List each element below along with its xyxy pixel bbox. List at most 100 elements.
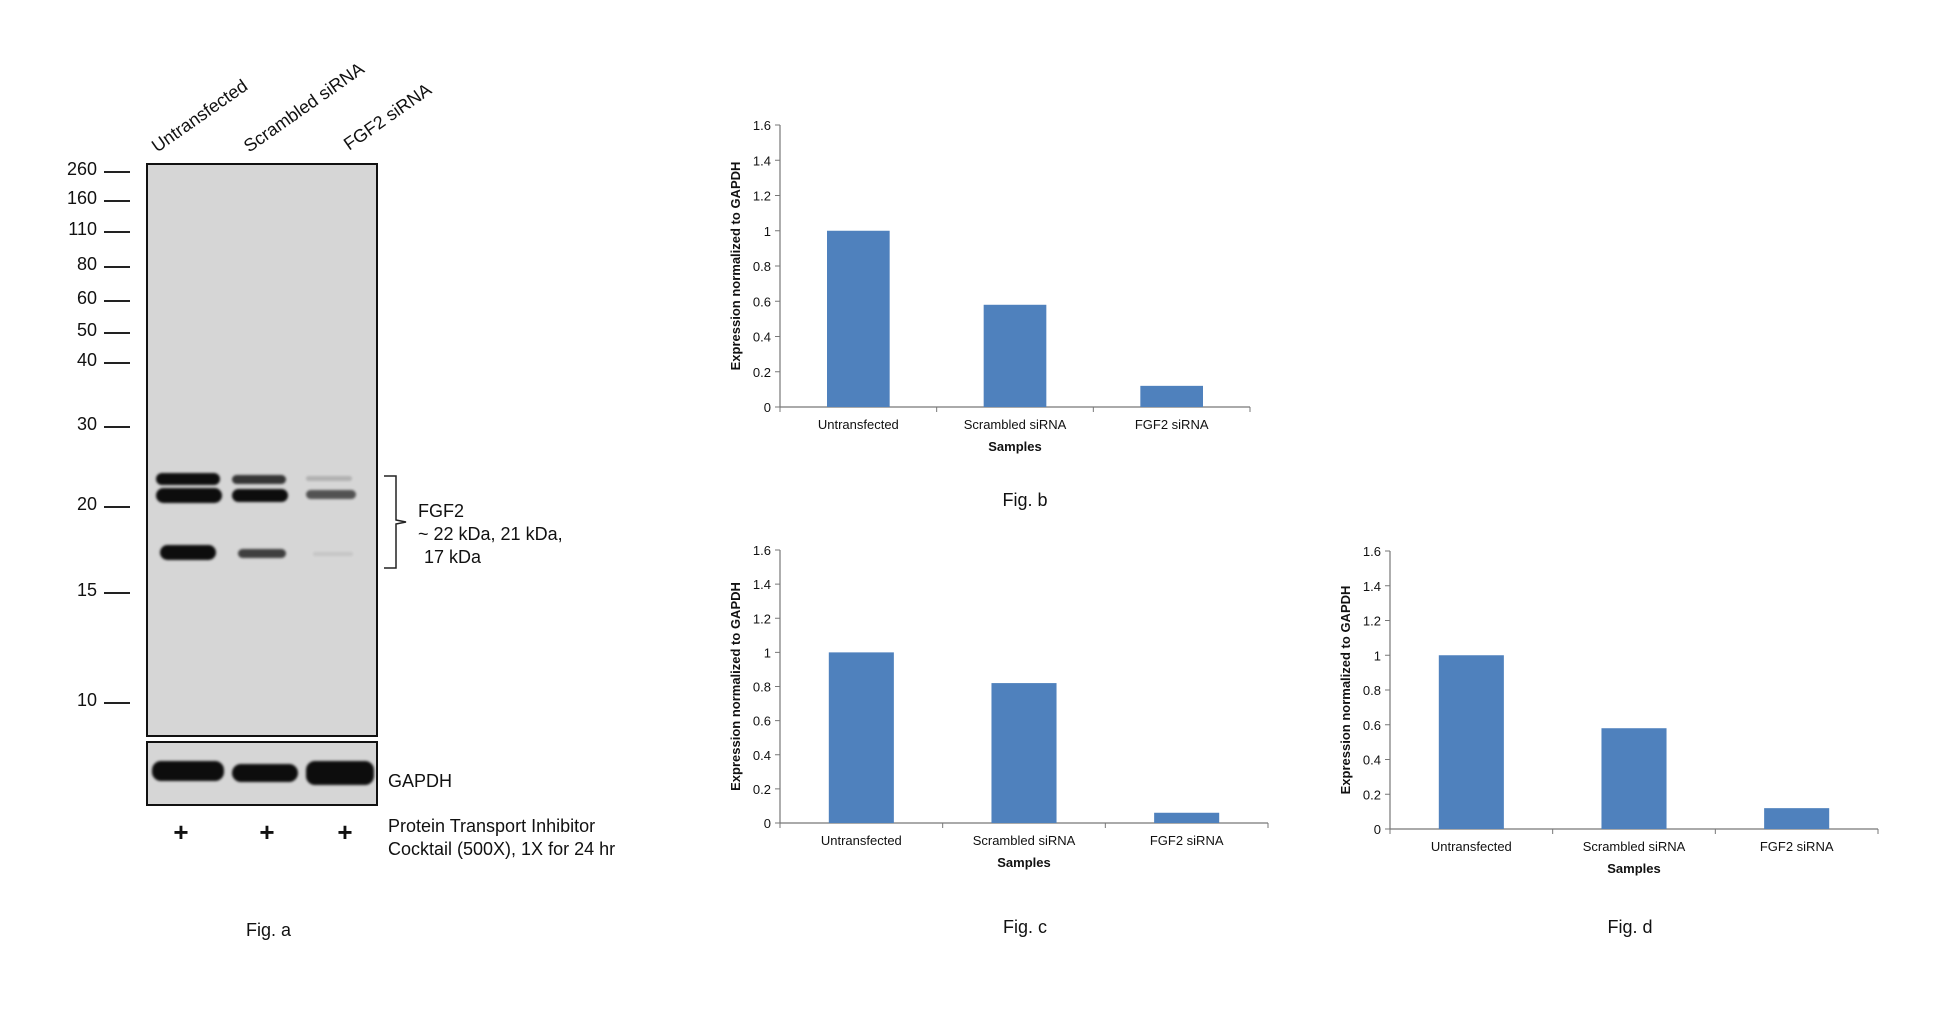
bar bbox=[1601, 728, 1667, 829]
gapdh-band-lane-3 bbox=[306, 761, 374, 785]
mw-marker-label: 80 bbox=[76, 254, 97, 274]
lane-label-fgf2-sirna: FGF2 siRNA bbox=[339, 79, 435, 155]
mw-marker-tick bbox=[104, 506, 130, 508]
figure-caption: Fig. c bbox=[1003, 917, 1047, 937]
y-tick-label: 1.2 bbox=[753, 189, 771, 204]
mw-marker-label: 40 bbox=[76, 350, 97, 370]
y-axis-title: Expression normalized to GAPDH bbox=[728, 162, 743, 371]
bar bbox=[991, 683, 1057, 823]
mw-marker-tick bbox=[104, 592, 130, 594]
y-tick-label: 0.4 bbox=[1363, 753, 1381, 768]
band-21kda-lane-2 bbox=[232, 489, 288, 502]
bar-chart-fig-b: 0 0.2 0.4 0.6 0.8 1 1.2 1.4 1.6 Untransfected Scra… bbox=[728, 118, 1251, 510]
y-tick-label: 1.2 bbox=[1363, 614, 1381, 629]
y-tick-label: 0.8 bbox=[753, 680, 771, 695]
mw-marker-tick bbox=[104, 266, 130, 268]
fgf2-blot-panel bbox=[146, 163, 378, 737]
x-tick-label: Untransfected bbox=[821, 833, 902, 848]
mw-marker-tick bbox=[104, 231, 130, 233]
mw-marker-label: 260 bbox=[66, 159, 97, 179]
x-tick-label: Scrambled siRNA bbox=[964, 417, 1067, 432]
mw-marker-tick bbox=[104, 702, 130, 704]
band-17kda-lane-2 bbox=[238, 549, 286, 558]
y-tick-label: 1.6 bbox=[753, 118, 771, 133]
figure-caption: Fig. d bbox=[1607, 917, 1652, 937]
loading-control-label: GAPDH bbox=[388, 771, 453, 791]
bar bbox=[1438, 655, 1504, 829]
bar-chart-fig-d: 0 0.2 0.4 0.6 0.8 1 1.2 1.4 1.6 Untransfected Scra… bbox=[1338, 544, 1879, 937]
y-tick-label: 0 bbox=[764, 400, 771, 415]
figure-a-caption: Fig. a bbox=[246, 920, 292, 940]
mw-marker-label: 110 bbox=[68, 219, 97, 239]
mw-marker-label: 30 bbox=[76, 414, 97, 434]
band-22kda-lane-3 bbox=[306, 476, 352, 481]
western-blot-figure: Untransfected Scrambled siRNA FGF2 siRNA… bbox=[0, 0, 700, 1017]
y-tick-label: 0.6 bbox=[753, 714, 771, 729]
mw-marker-tick bbox=[104, 200, 130, 202]
y-tick-label: 1.4 bbox=[753, 577, 771, 592]
band-22kda-lane-2 bbox=[232, 475, 286, 484]
x-axis-title: Samples bbox=[988, 439, 1041, 454]
y-tick-label: 0.4 bbox=[753, 748, 771, 763]
mw-marker-label: 60 bbox=[76, 288, 97, 308]
treatment-plus-lane-3: + bbox=[337, 817, 353, 847]
mw-marker-tick bbox=[104, 300, 130, 302]
bar bbox=[1140, 385, 1203, 407]
y-axis-title: Expression normalized to GAPDH bbox=[728, 582, 743, 791]
mw-marker-tick bbox=[104, 362, 130, 364]
band-17kda-lane-1 bbox=[160, 545, 216, 560]
mw-marker-tick bbox=[104, 426, 130, 428]
y-tick-label: 1.2 bbox=[753, 611, 771, 626]
treatment-plus-lane-1: + bbox=[173, 817, 189, 847]
treatment-label-line-1: Protein Transport Inhibitor bbox=[388, 816, 596, 836]
mw-marker-tick bbox=[104, 332, 130, 334]
treatment-plus-lane-2: + bbox=[259, 817, 275, 847]
bar bbox=[827, 230, 890, 407]
mw-marker-tick bbox=[104, 171, 130, 173]
bar bbox=[1154, 812, 1220, 823]
mw-marker-label: 10 bbox=[76, 690, 97, 710]
y-tick-label: 1 bbox=[1374, 648, 1381, 663]
y-tick-label: 1.6 bbox=[753, 543, 771, 558]
x-tick-label: FGF2 siRNA bbox=[1760, 839, 1834, 854]
y-tick-label: 0.2 bbox=[753, 782, 771, 797]
mw-marker-label: 20 bbox=[76, 494, 97, 514]
target-sizes-line-2: 17 kDa bbox=[424, 547, 482, 567]
bar bbox=[828, 652, 894, 823]
y-axis-title: Expression normalized to GAPDH bbox=[1338, 586, 1353, 795]
y-tick-label: 1.6 bbox=[1363, 544, 1381, 559]
mw-marker-label: 15 bbox=[76, 580, 97, 600]
mw-marker-label: 50 bbox=[76, 320, 97, 340]
gapdh-blot-panel bbox=[146, 741, 378, 806]
y-tick-label: 0.2 bbox=[753, 365, 771, 380]
y-tick-label: 0 bbox=[1374, 822, 1381, 837]
y-tick-label: 0.2 bbox=[1363, 787, 1381, 802]
y-tick-label: 0.6 bbox=[753, 294, 771, 309]
treatment-label-line-2: Cocktail (500X), 1X for 24 hr bbox=[388, 839, 616, 859]
band-bracket bbox=[384, 475, 407, 569]
lane-label-untransfected: Untransfected bbox=[147, 75, 252, 157]
y-tick-label: 0.4 bbox=[753, 330, 771, 345]
target-sizes-line-1: ~ 22 kDa, 21 kDa, bbox=[418, 524, 563, 544]
band-21kda-lane-3 bbox=[306, 490, 356, 499]
mw-marker-label: 160 bbox=[66, 188, 97, 208]
y-tick-label: 1.4 bbox=[753, 153, 771, 168]
x-tick-label: Untransfected bbox=[1431, 839, 1512, 854]
band-17kda-lane-3 bbox=[313, 552, 353, 556]
y-tick-label: 0 bbox=[764, 816, 771, 831]
y-tick-label: 1 bbox=[764, 224, 771, 239]
x-tick-label: FGF2 siRNA bbox=[1135, 417, 1209, 432]
target-protein-label: FGF2 bbox=[418, 501, 465, 521]
gapdh-band-lane-2 bbox=[232, 764, 298, 782]
x-tick-label: Scrambled siRNA bbox=[1583, 839, 1686, 854]
figure-caption: Fig. b bbox=[1002, 490, 1047, 510]
gapdh-band-lane-1 bbox=[152, 761, 224, 781]
x-tick-label: Untransfected bbox=[818, 417, 899, 432]
x-axis-title: Samples bbox=[997, 855, 1050, 870]
x-tick-label: Scrambled siRNA bbox=[973, 833, 1076, 848]
bar-chart-fig-c: 0 0.2 0.4 0.6 0.8 1 1.2 1.4 1.6 Untransfected Scra… bbox=[728, 543, 1269, 937]
y-tick-label: 1.4 bbox=[1363, 579, 1381, 594]
y-tick-label: 0.8 bbox=[1363, 683, 1381, 698]
bar bbox=[1764, 808, 1830, 829]
band-21kda-lane-1 bbox=[156, 488, 222, 503]
